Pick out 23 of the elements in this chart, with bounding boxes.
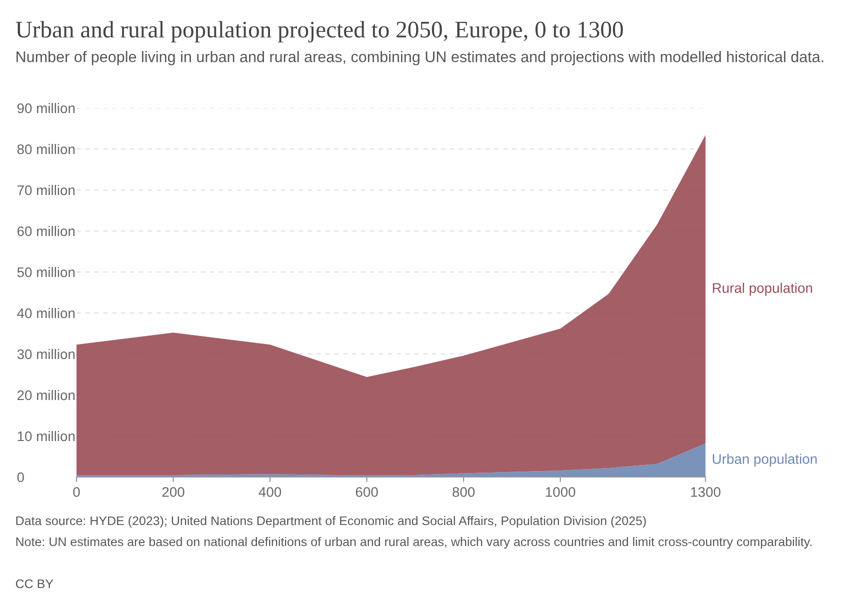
source-note: Data source: HYDE (2023); United Nations Department of Economic and Social Affairs, Population Division (2025) (16, 516, 646, 528)
y-tick-label: 20 million (17, 390, 75, 400)
y-tick-label: 90 million (17, 102, 75, 114)
x-tick-label: 400 (258, 487, 282, 497)
y-tick-label: 70 million (17, 184, 75, 196)
y-tick-label: 60 million (17, 226, 75, 236)
text: CC BY (16, 579, 54, 588)
y-tick-label: 40 million (17, 308, 75, 318)
x-tick-label: 600 (356, 487, 378, 497)
y-tick-label: 80 million (17, 144, 75, 154)
series-label: Urban population (712, 454, 817, 467)
x-tick-label: 1300 (691, 487, 720, 497)
y-tick-label: 10 million (18, 430, 75, 442)
x-tick-label: 1000 (546, 487, 576, 497)
x-tick-label: 200 (162, 487, 184, 497)
y-tick-label: 0 (17, 472, 24, 482)
x-tick-label: 800 (452, 487, 475, 497)
y-tick-label: 30 million (17, 348, 75, 360)
chart-subtitle: Number of people living in urban and rural areas, combining UN estimates and projections with modelled historical data. (16, 51, 824, 66)
chart-title: Urban and rural population projected to 2050, Europe, 0 to 1300 (16, 21, 623, 42)
y-tick-label: 50 million (17, 266, 75, 278)
series-label: Rural population (712, 282, 812, 296)
text: Note: UN estimates are based on national definitions of urban and rural areas, which vary across countries and limit cross-country comparability. (16, 537, 812, 549)
